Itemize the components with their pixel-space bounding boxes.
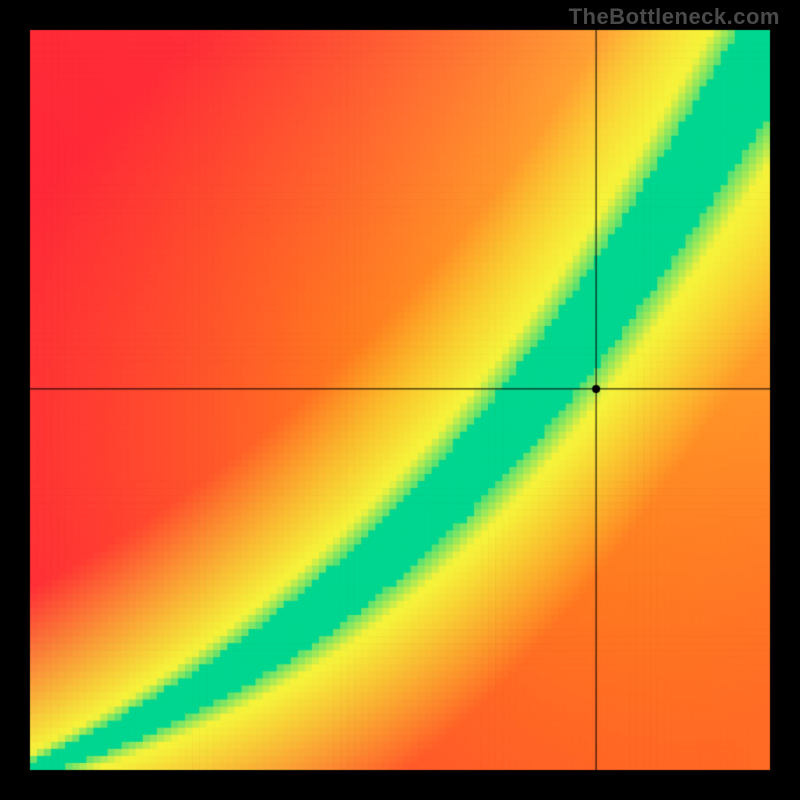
watermark-text: TheBottleneck.com: [569, 4, 780, 30]
chart-container: TheBottleneck.com: [0, 0, 800, 800]
bottleneck-heatmap: [0, 0, 800, 800]
